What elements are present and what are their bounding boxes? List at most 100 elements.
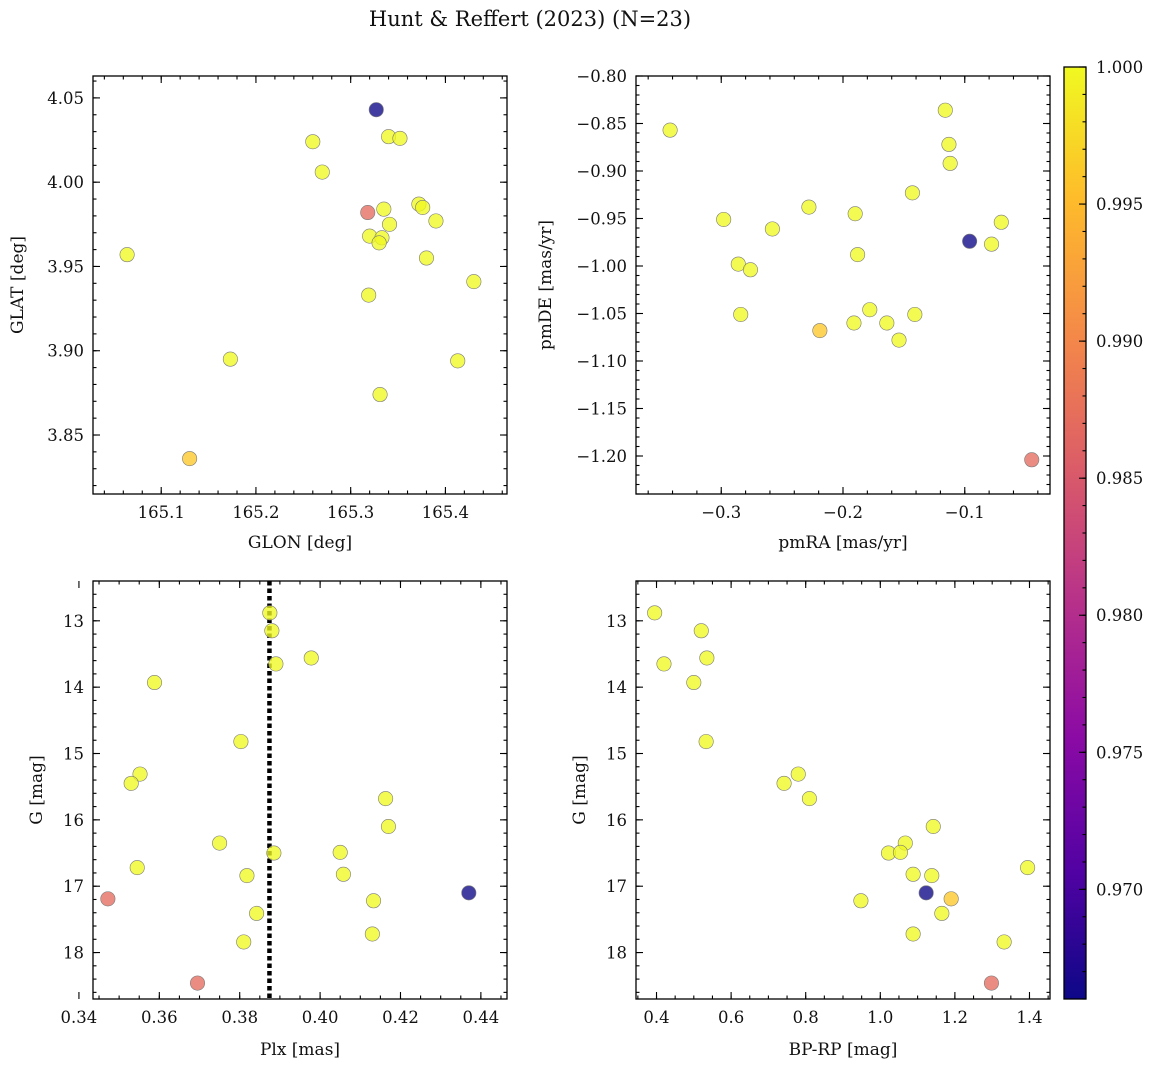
data-point <box>212 835 228 851</box>
color-magnitude-ticks <box>636 580 1050 999</box>
data-point <box>742 262 758 278</box>
pmra-pmde-ytick-labels: −0.80 −0.85 −0.90 −0.95 −1.00 −1.05 −1.10 −1.15… <box>576 67 627 466</box>
y-tick-label: −1.10 <box>576 352 627 371</box>
data-point <box>450 353 466 369</box>
data-point <box>236 934 252 950</box>
y-tick-label: 18 <box>63 944 84 963</box>
y-tick-label: 15 <box>606 745 627 764</box>
y-tick-label: −1.05 <box>576 305 627 324</box>
data-point <box>847 206 863 222</box>
pmra-pmde-xtick-labels: −0.3 −0.2 −0.1 <box>701 503 985 522</box>
data-point <box>996 934 1012 950</box>
y-tick-label: −0.85 <box>576 115 627 134</box>
glon-glat-ylabel: GLAT [deg] <box>8 236 28 334</box>
data-point <box>662 122 678 138</box>
data-point <box>937 102 953 118</box>
panel-plx-g: 0.34 0.36 0.38 0.40 0.42 0.44 13 14 15 16 17 18 Pl… <box>27 580 508 1060</box>
plx-g-frame <box>92 580 508 1000</box>
y-tick-label: −1.00 <box>576 257 627 276</box>
data-point <box>924 868 940 884</box>
data-point <box>361 287 377 303</box>
data-point <box>693 623 709 639</box>
y-tick-label: 3.95 <box>47 257 84 276</box>
panel-pmra-pmde: −0.3 −0.2 −0.1 −0.80 −0.85 −0.90 −0.95 −1.00 −1… <box>536 67 1051 553</box>
data-point <box>378 791 394 807</box>
data-point <box>368 102 384 118</box>
y-tick-label: 16 <box>63 811 84 830</box>
color-magnitude-xlabel: BP-RP [mag] <box>789 1040 898 1060</box>
colorbar-tick-label: 0.975 <box>1096 743 1143 762</box>
y-tick-label: −1.20 <box>576 447 627 466</box>
plx-g-points <box>100 581 477 999</box>
data-point <box>733 306 749 322</box>
x-tick-label: 0.34 <box>61 1008 98 1027</box>
x-tick-label: 0.38 <box>221 1008 258 1027</box>
colorbar: 0.970 0.975 0.980 0.985 0.990 0.995 1.000 <box>1063 58 1143 1000</box>
data-point <box>249 905 265 921</box>
data-point <box>314 164 330 180</box>
data-point <box>801 791 817 807</box>
data-point <box>100 891 116 907</box>
y-tick-label: 3.90 <box>47 342 84 361</box>
colorbar-tick-label: 0.970 <box>1096 880 1143 899</box>
data-point <box>335 866 351 882</box>
y-tick-label: −0.95 <box>576 210 627 229</box>
data-point <box>905 926 921 942</box>
y-tick-label: 14 <box>606 678 627 697</box>
y-tick-label: 16 <box>606 811 627 830</box>
data-point <box>418 250 434 266</box>
data-point <box>371 235 387 251</box>
data-point <box>1024 452 1040 468</box>
data-point <box>266 845 282 861</box>
data-point <box>801 199 817 215</box>
data-point <box>934 905 950 921</box>
x-tick-label: 0.42 <box>382 1008 419 1027</box>
x-tick-label: 0.40 <box>302 1008 339 1027</box>
plx-g-xlabel: Plx [mas] <box>260 1040 340 1060</box>
data-point <box>305 134 321 150</box>
colorbar-tick-label: 1.000 <box>1096 58 1143 77</box>
data-point <box>372 387 388 403</box>
data-point <box>907 306 923 322</box>
data-point <box>905 866 921 882</box>
pmra-pmde-ylabel: pmDE [mas/yr] <box>536 220 556 350</box>
data-point <box>812 323 828 339</box>
data-point <box>428 213 444 229</box>
data-point <box>943 891 959 907</box>
figure-title: Hunt & Reffert (2023) (N=23) <box>369 7 691 31</box>
x-tick-label: −0.1 <box>945 503 985 522</box>
data-point <box>699 650 715 666</box>
x-tick-label: 165.2 <box>232 503 279 522</box>
pmra-pmde-xlabel: pmRA [mas/yr] <box>778 533 907 553</box>
color-magnitude-points <box>647 605 1036 991</box>
plx-g-ylabel: G [mag] <box>27 755 47 824</box>
data-point <box>239 868 255 884</box>
x-tick-label: 165.3 <box>327 503 374 522</box>
plx-g-xtick-labels: 0.34 0.36 0.38 0.40 0.42 0.44 <box>61 1008 500 1027</box>
glon-glat-ytick-labels: 3.85 3.90 3.95 4.00 4.05 <box>47 89 84 445</box>
data-point <box>146 675 162 691</box>
data-point <box>366 893 382 909</box>
x-tick-label: 0.44 <box>462 1008 499 1027</box>
data-point <box>1020 860 1036 876</box>
data-point <box>123 775 139 791</box>
data-point <box>984 236 1000 252</box>
y-tick-label: 15 <box>63 745 84 764</box>
data-point <box>686 675 702 691</box>
data-point <box>360 205 376 221</box>
data-point <box>461 885 477 901</box>
y-tick-label: 4.00 <box>47 173 84 192</box>
data-point <box>918 885 934 901</box>
data-point <box>222 351 238 367</box>
data-point <box>891 332 907 348</box>
data-point <box>364 926 380 942</box>
data-point <box>850 247 866 263</box>
pmra-pmde-ticks <box>636 75 1050 495</box>
pmra-pmde-points <box>662 102 1040 468</box>
x-tick-label: 0.36 <box>141 1008 178 1027</box>
y-tick-label: 14 <box>63 678 84 697</box>
data-point <box>892 844 908 860</box>
data-point <box>182 451 198 467</box>
colorbar-ticks <box>1079 66 1086 1000</box>
data-point <box>716 211 732 227</box>
